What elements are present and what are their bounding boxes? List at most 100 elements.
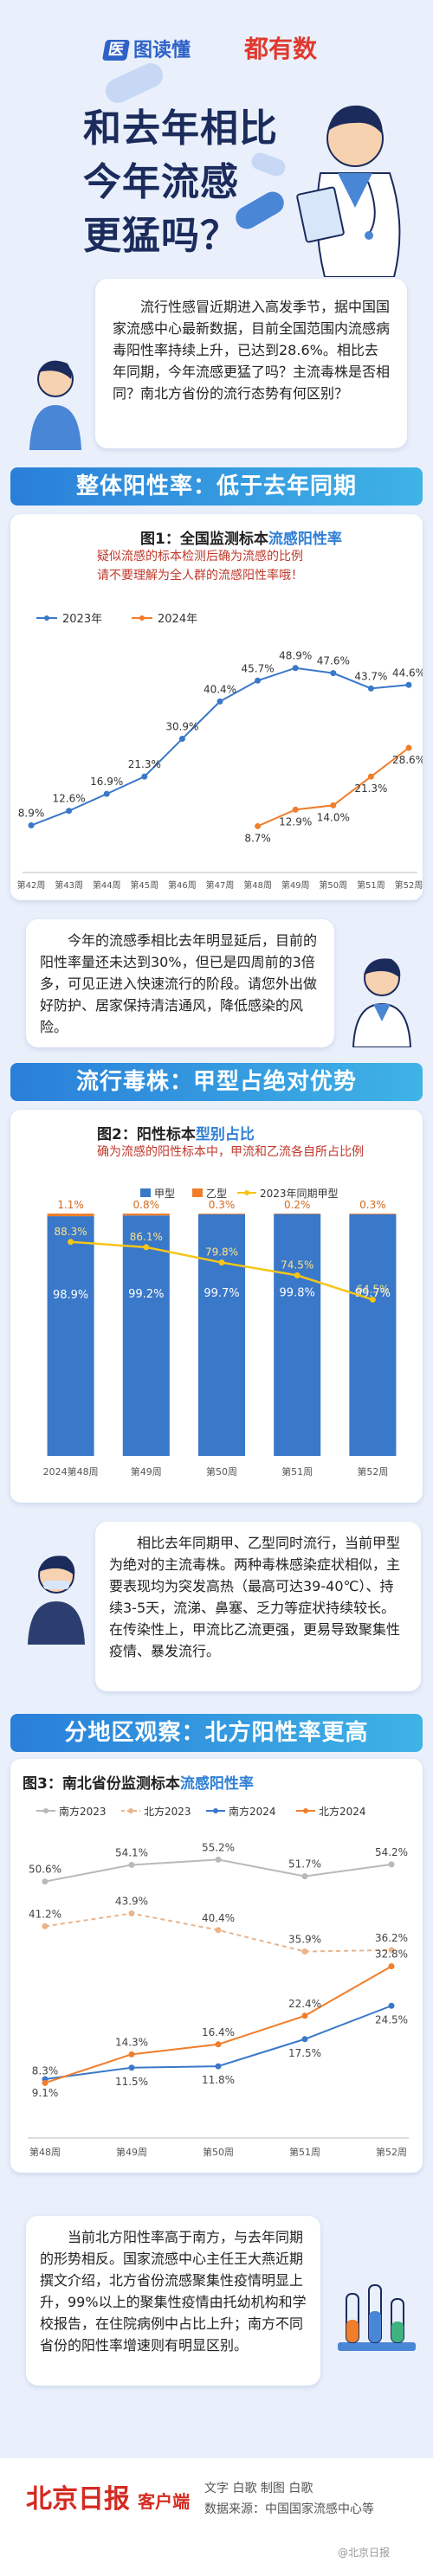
chart2-title: 图2：阳性标本型别占比 [97,1122,255,1143]
data-point [42,1878,48,1885]
data-point [405,744,412,751]
data-label-2023: 86.1% [130,1231,163,1243]
data-point [255,822,262,829]
x-tick-label: 第46周 [168,879,197,891]
chart1-card: 图1：全国监测标本流感阳性率 疑似流感的标本检测后确为流感的比例 请不要理解为全… [10,514,423,900]
x-tick-label: 第52周 [395,879,423,891]
bar-label-a: 99.2% [128,1288,164,1301]
logo-badge: 医 [101,40,131,61]
x-tick-label: 2024第48周 [43,1465,99,1478]
legend-label: 北方2024 [319,1805,366,1818]
legend-label: 南方2023 [59,1805,107,1818]
data-label: 45.7% [242,662,275,674]
bar-label-b: 0.3% [359,1199,386,1211]
data-point [218,1259,225,1266]
note1-text: 今年的流感季相比去年明显延后，目前的阳性率量还未达到30%，但已是四周前的3倍多… [40,932,318,1035]
legend-label: 南方2024 [229,1805,276,1818]
data-label: 43.7% [354,670,387,682]
data-label: 9.1% [32,2087,59,2099]
data-label: 8.9% [18,808,45,820]
footer-brand-main: 北京日报 [26,2484,130,2515]
chart1-subtitle: 疑似流感的标本检测后确为流感的比例 请不要理解为全人群的流感阳性率哦！ [97,547,409,585]
x-tick-label: 第47周 [206,879,235,891]
hero-title-line: 和去年相比 [83,106,278,151]
data-point [128,1861,135,1868]
chart2-svg: 甲型 乙型 2023年同期甲型 98.9% 1.1% 2024第48周 99.2% 0.8% 第… [43,1188,397,1478]
data-point [388,1963,395,1970]
hero-title: 和去年相比 今年流感 更猛吗？ [83,102,308,263]
data-point [141,773,148,780]
doctor-avatar-icon [352,958,412,1047]
bar-label-a: 99.7% [204,1287,239,1300]
data-point [215,2041,222,2048]
legend-swatch [213,1808,218,1813]
bar-label-b: 0.2% [284,1199,311,1211]
bar-type-b [122,1214,170,1216]
logo-douyoushu: 都有数 [244,35,318,63]
data-label-2023: 64.5% [356,1283,389,1295]
hero-title-line: 今年流感 [83,160,239,204]
data-point [216,698,223,705]
data-label: 30.9% [165,721,198,733]
legend-swatch [140,1188,151,1197]
x-tick-label: 第51周 [281,1465,313,1478]
chart1-subtitle-line: 疑似流感的标本检测后确为流感的比例 [97,550,303,564]
data-point [369,1296,376,1303]
intro-text: 流行性感冒近期进入高发季节，据中国国家流感中心最新数据，目前全国范围内流感病毒阳… [113,299,391,402]
x-tick-label: 第49周 [116,2146,147,2158]
data-point [294,1272,301,1278]
data-point [292,806,299,813]
data-label: 40.4% [204,683,236,695]
data-label: 12.6% [53,793,86,805]
note2-text: 相比去年同期甲、乙型同时流行，当前甲型为绝对的主流毒株。两种毒株感染症状相似，主… [109,1535,401,1659]
data-point [388,1947,395,1954]
data-point [301,2012,308,2019]
section-title-region: 分地区观察：北方阳性率更高 [10,1714,423,1752]
data-label: 41.2% [29,1908,61,1920]
data-label: 48.9% [279,650,312,662]
bar-type-b [47,1214,94,1217]
chart3-title-prefix: 图3：南北省份监测标本 [23,1775,180,1793]
x-tick-label: 第49周 [131,1465,162,1478]
data-point [68,1239,74,1246]
legend-label: 2024年 [158,613,197,626]
logo-text: 图读懂 [133,40,191,61]
footer-credit-2: 数据来源：中国国家流感中心等 [204,2502,374,2516]
data-label: 36.2% [375,1932,408,1944]
data-point [367,773,374,780]
data-label: 21.3% [354,782,387,795]
section-title-overall: 整体阳性率：低于去年同期 [10,467,423,506]
footer-credit-1: 文字 白歌 制图 白歌 [204,2482,313,2496]
data-point [301,2036,308,2043]
data-label: 47.6% [317,655,350,667]
data-point [42,1922,48,1929]
data-point [143,1244,150,1251]
chart1-subtitle-line: 请不要理解为全人群的流感阳性率哦！ [97,569,303,583]
data-point [405,681,412,688]
data-label: 51.7% [288,1858,321,1871]
data-label: 11.5% [115,2076,148,2088]
legend-label: 北方2023 [144,1805,191,1818]
bar-label-a: 98.9% [53,1289,88,1302]
x-tick-label: 第52周 [357,1465,388,1478]
chart1-title-prefix: 图1：全国监测标本 [140,531,268,548]
legend-swatch [128,1808,133,1813]
data-point [388,1861,395,1868]
section-title-strain: 流行毒株：甲型占绝对优势 [10,1063,423,1101]
data-label: 54.2% [375,1846,408,1858]
legend-swatch [44,615,49,621]
data-point [330,802,337,808]
x-tick-label: 第45周 [130,879,158,891]
data-label: 11.8% [202,2074,235,2086]
data-label: 12.9% [279,815,312,828]
chart1-title-highlight: 流感阳性率 [268,531,342,548]
data-point [128,1910,135,1917]
lab-flask-icon [338,2284,416,2351]
data-point [103,790,110,797]
data-point [128,2051,135,2058]
data-label: 32.8% [375,1948,408,1961]
chart2-title-highlight: 型别占比 [195,1126,255,1143]
x-tick-label: 第50周 [203,2146,234,2158]
data-label: 17.5% [288,2047,321,2059]
